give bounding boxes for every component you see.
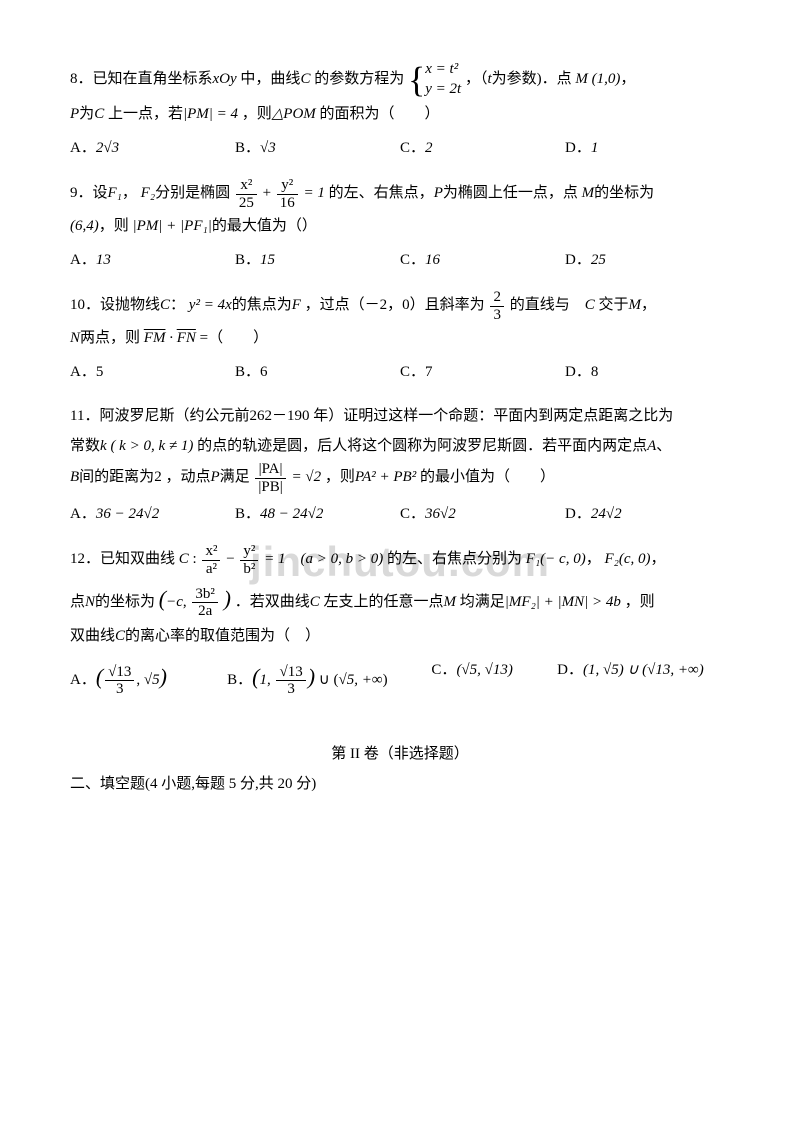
q8-text: 8．已知在直角坐标系xOy 中，曲线C 的参数方程为 { x = t² y = … <box>70 71 635 87</box>
q11-line3: B间的距离为2 ，动点P满足 |PA||PB| = √2 ，则PA² + PB²… <box>70 469 555 485</box>
q11-choices: A．36 − 24√2 B．48 − 24√2 C．36√2 D．24√2 <box>70 499 730 529</box>
q9-choice-d: D．25 <box>565 245 730 275</box>
q10-text: 10．设抛物线C： y² = 4x的焦点为F ，过点（－2，0）且斜率为 23 … <box>70 297 656 313</box>
question-9: 9．设F₁， F₂分别是椭圆 x²25 + y²16 = 1 的左、右焦点，P为… <box>70 177 730 275</box>
q10-choice-b: B．6 <box>235 357 400 387</box>
exam-content: 8．已知在直角坐标系xOy 中，曲线C 的参数方程为 { x = t² y = … <box>70 60 730 799</box>
q11-text: 11．阿波罗尼斯（约公元前262－190 年）证明过这样一个命题：平面内到两定点… <box>70 408 673 424</box>
q9-choice-a: A．13 <box>70 245 235 275</box>
section-2-title: 第 II 卷（非选择题） <box>70 739 730 769</box>
q10-line2: N两点，则 FM · FN =（ ） <box>70 330 268 346</box>
q8-line2: P为C 上一点，若|PM| = 4 ，则△POM 的面积为（ ） <box>70 106 440 122</box>
q12-line2: 点N的坐标为 (−c, 3b²2a ) ．若双曲线C 左支上的任意一点M 均满足… <box>70 594 655 610</box>
q8-choice-c: C．2 <box>400 133 565 163</box>
question-8: 8．已知在直角坐标系xOy 中，曲线C 的参数方程为 { x = t² y = … <box>70 60 730 163</box>
q8-choice-d: D．1 <box>565 133 730 163</box>
question-11: 11．阿波罗尼斯（约公元前262－190 年）证明过这样一个命题：平面内到两定点… <box>70 401 730 529</box>
q12-text: 12．已知双曲线 C : x²a² − y²b² = 1 (a > 0, b >… <box>70 551 666 567</box>
q11-choice-a: A．36 − 24√2 <box>70 499 235 529</box>
q11-choice-d: D．24√2 <box>565 499 730 529</box>
question-12: 12．已知双曲线 C : x²a² − y²b² = 1 (a > 0, b >… <box>70 543 730 699</box>
q10-choices: A．5 B．6 C．7 D．8 <box>70 357 730 387</box>
q12-choice-d: D．(1, √5) ∪ (√13, +∞) <box>557 655 730 699</box>
q10-choice-d: D．8 <box>565 357 730 387</box>
q9-choice-b: B．15 <box>235 245 400 275</box>
q10-choice-a: A．5 <box>70 357 235 387</box>
q12-choice-c: C．(√5, √13) <box>431 655 557 699</box>
q9-line2: (6,4)，则 |PM| + |PF₁|的最大值为（） <box>70 218 317 234</box>
q8-choices: A．2√3 B．√3 C．2 D．1 <box>70 133 730 163</box>
section-2-subtitle: 二、填空题(4 小题,每题 5 分,共 20 分) <box>70 769 730 799</box>
question-10: 10．设抛物线C： y² = 4x的焦点为F ，过点（－2，0）且斜率为 23 … <box>70 289 730 387</box>
q9-choice-c: C．16 <box>400 245 565 275</box>
q12-choice-b: B．(1, √133) ∪ (√5, +∞) <box>227 655 431 699</box>
q12-line3: 双曲线C的离心率的取值范围为（ ） <box>70 628 320 644</box>
q8-choice-a: A．2√3 <box>70 133 235 163</box>
q11-choice-c: C．36√2 <box>400 499 565 529</box>
q9-choices: A．13 B．15 C．16 D．25 <box>70 245 730 275</box>
q10-choice-c: C．7 <box>400 357 565 387</box>
q12-choices: A．(√133, √5) B．(1, √133) ∪ (√5, +∞) C．(√… <box>70 655 730 699</box>
q12-choice-a: A．(√133, √5) <box>70 655 227 699</box>
q11-choice-b: B．48 − 24√2 <box>235 499 400 529</box>
q9-text: 9．设F₁， F₂分别是椭圆 x²25 + y²16 = 1 的左、右焦点，P为… <box>70 185 654 201</box>
q8-choice-b: B．√3 <box>235 133 400 163</box>
q11-line2: 常数k ( k > 0, k ≠ 1) 的点的轨迹是圆，后人将这个圆称为阿波罗尼… <box>70 438 671 454</box>
